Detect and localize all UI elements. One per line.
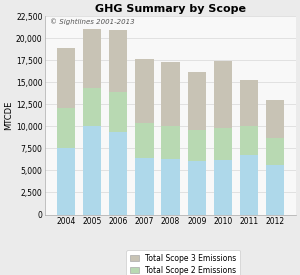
Title: GHG Summary by Scope: GHG Summary by Scope [95, 4, 246, 14]
Legend: Total Scope 3 Emissions, Total Scope 2 Emissions, Total Scope 1 Emissions: Total Scope 3 Emissions, Total Scope 2 E… [126, 250, 240, 275]
Bar [83, 29, 101, 88]
Bar [83, 126, 101, 214]
Bar [240, 80, 258, 126]
Bar [188, 161, 206, 214]
Bar [109, 31, 128, 92]
Bar [135, 123, 154, 158]
Bar [161, 159, 180, 214]
Bar [57, 48, 75, 108]
Bar [57, 108, 75, 148]
Y-axis label: MTCDE: MTCDE [4, 101, 13, 130]
Bar [240, 126, 258, 155]
Bar [188, 72, 206, 130]
Bar [266, 138, 284, 165]
Bar [214, 61, 232, 128]
Bar [188, 130, 206, 161]
Bar [135, 158, 154, 215]
Bar [109, 132, 128, 214]
Bar [161, 126, 180, 159]
Bar [266, 100, 284, 138]
Text: © Sightlines 2001-2013: © Sightlines 2001-2013 [50, 18, 135, 25]
Bar [214, 160, 232, 214]
Bar [266, 165, 284, 215]
Bar [57, 148, 75, 214]
Bar [240, 155, 258, 214]
Bar [135, 59, 154, 123]
Bar [109, 92, 128, 132]
Bar [214, 128, 232, 160]
Bar [161, 62, 180, 126]
Bar [83, 88, 101, 126]
